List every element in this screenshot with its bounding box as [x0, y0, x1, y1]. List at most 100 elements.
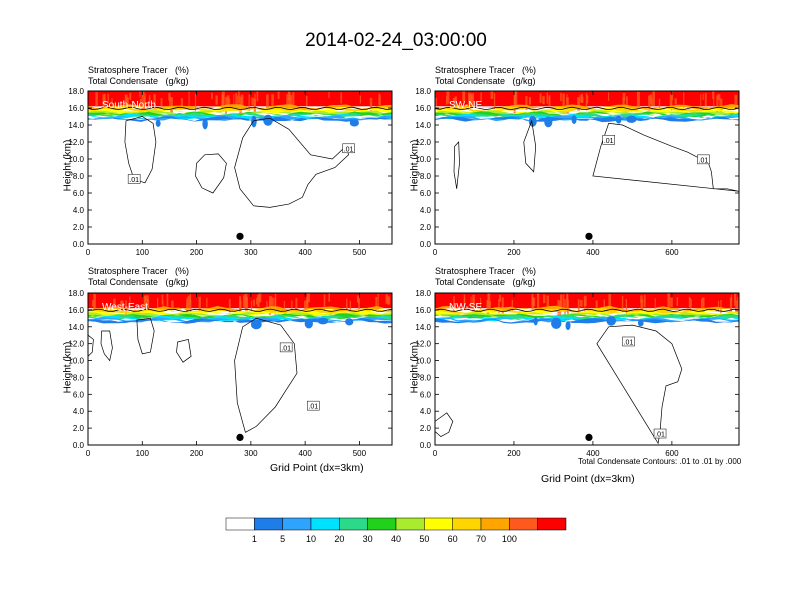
tracer-streak — [472, 294, 475, 313]
x-tick-label: 0 — [433, 449, 438, 458]
tracer-tongue — [304, 318, 313, 329]
tracer-streak — [577, 299, 580, 315]
tracer-streak — [161, 294, 164, 305]
contour-label: .01 — [655, 432, 665, 439]
tracer-streak — [228, 299, 231, 313]
tracer-streak — [595, 300, 598, 315]
tracer-streak — [542, 96, 545, 105]
colorbar-label: 50 — [419, 534, 429, 544]
x-tick-label: 500 — [353, 248, 367, 257]
tracer-streak — [379, 95, 381, 106]
panel-3: .01 .01 0.0 2.0 4.0 6.0 8.0 10.0 12.0 14.0 16.0 18.… — [68, 289, 393, 458]
y-tick-label: 2.0 — [420, 223, 432, 232]
tracer-streak — [291, 300, 293, 315]
tracer-streak — [674, 98, 677, 105]
y-tick-label: 18.0 — [68, 87, 84, 96]
panel-4-subtitle-1: Stratosphere Tracer (%) — [435, 266, 537, 276]
tracer-streak — [548, 95, 551, 105]
x-tick-label: 300 — [244, 248, 258, 257]
contour-label-box — [602, 135, 615, 145]
y-tick-label: 14.0 — [68, 323, 84, 332]
y-tick-label: 6.0 — [420, 189, 432, 198]
y-tick-label: 8.0 — [73, 172, 85, 181]
tracer-streak — [103, 93, 106, 112]
tracer-streak — [166, 293, 169, 307]
tracer-streak — [514, 91, 518, 106]
panel-4: .01 .01 0.0 2.0 4.0 6.0 8.0 10.0 12.0 14.0 16.0 18.… — [415, 289, 740, 458]
tracer-band-4 — [435, 111, 739, 118]
tracer-streak — [323, 294, 326, 312]
tracer-streak — [470, 94, 473, 107]
colorbar-segment — [225, 517, 255, 531]
tracer-streak — [189, 294, 192, 304]
tracer-streak — [256, 91, 259, 102]
colorbar-label: 20 — [334, 534, 344, 544]
colorbar-label: 60 — [448, 534, 458, 544]
x-tick-label: 400 — [586, 449, 600, 458]
x-tick-label: 100 — [136, 248, 150, 257]
tracer-streak — [580, 299, 583, 307]
tracer-streak — [92, 300, 95, 307]
tracer-streak — [559, 294, 563, 310]
panel-3-y-axis-label: Height (km) — [62, 341, 74, 394]
y-tick-label: 10.0 — [68, 155, 84, 164]
tracer-streak — [452, 98, 456, 106]
y-tick-label: 6.0 — [73, 189, 85, 198]
tracer-streak — [654, 298, 656, 310]
tracer-streak — [251, 97, 254, 106]
tracer-streak — [385, 294, 389, 304]
y-tick-label: 16.0 — [68, 306, 84, 315]
tracer-streak — [683, 92, 685, 108]
x-tick-label: 0 — [86, 449, 91, 458]
tracer-tongue — [533, 317, 538, 326]
tracer-tongue — [565, 321, 571, 330]
tracer-streak — [669, 94, 673, 107]
x-tick-label: 0 — [86, 248, 91, 257]
tracer-streak — [358, 298, 360, 317]
tracer-band-6 — [435, 108, 739, 115]
y-tick-label: 8.0 — [420, 172, 432, 181]
x-tick-label: 400 — [298, 449, 312, 458]
tracer-streak — [480, 92, 482, 102]
tracer-streak — [539, 93, 542, 103]
tracer-streak — [160, 98, 163, 107]
tropopause-line — [88, 308, 392, 312]
y-tick-label: 16.0 — [415, 306, 431, 315]
tracer-streak — [622, 96, 625, 110]
tracer-streak — [304, 300, 307, 311]
panel-frame — [434, 292, 740, 446]
tracer-streak — [226, 95, 230, 103]
tracer-streak — [248, 94, 250, 112]
tracer-streak — [107, 93, 109, 104]
y-tick-label: 8.0 — [73, 373, 85, 382]
tracer-streak — [139, 91, 141, 98]
tracer-streak — [580, 96, 584, 103]
contour-label-box — [342, 143, 355, 154]
tracer-streak — [102, 94, 105, 109]
tracer-streak — [356, 295, 360, 303]
panel-2-subtitle-2: Total Condensate (g/kg) — [435, 76, 536, 86]
condensate-contour-3 — [136, 317, 155, 355]
y-tick-label: 4.0 — [73, 206, 85, 215]
colorbar-label: 10 — [306, 534, 316, 544]
tracer-streak — [242, 295, 245, 308]
tracer-streak — [286, 94, 289, 110]
tracer-streak — [464, 297, 466, 305]
contour-label: .01 — [344, 146, 354, 153]
tracer-streak — [713, 96, 715, 109]
panel-frame — [87, 90, 393, 245]
tracer-streak — [227, 98, 231, 110]
tracer-streak — [111, 98, 113, 105]
tracer-streak — [121, 300, 124, 314]
tracer-streak — [734, 94, 738, 105]
tracer-streak — [239, 298, 241, 306]
x-tick-label: 600 — [665, 449, 679, 458]
colorbar-segment — [339, 517, 368, 531]
panel-1-plot-area: .01 .01 — [88, 91, 392, 240]
colorbar-segment — [509, 517, 538, 531]
contour-footnote: Total Condensate Contours: .01 to .01 by… — [578, 457, 742, 466]
panel-4-x-axis-label: Grid Point (dx=3km) — [541, 473, 635, 485]
y-tick-label: 12.0 — [415, 138, 431, 147]
tracer-streak — [560, 92, 562, 102]
tracer-streak — [349, 300, 352, 316]
